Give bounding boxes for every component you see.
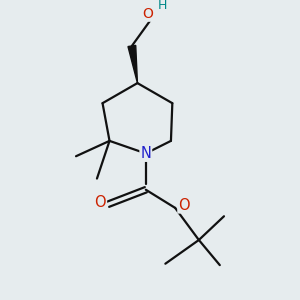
Polygon shape [128, 45, 137, 83]
Text: O: O [142, 7, 153, 21]
Text: H: H [158, 0, 167, 12]
Text: O: O [94, 195, 106, 210]
Text: N: N [140, 146, 151, 161]
Text: O: O [178, 198, 190, 213]
